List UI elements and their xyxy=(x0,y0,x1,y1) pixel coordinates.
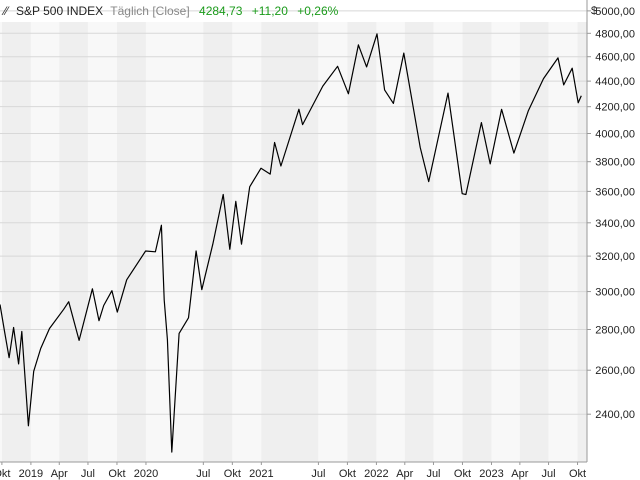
x-tick-label: Jul xyxy=(311,468,325,480)
y-tick-label: 4000,00 xyxy=(595,128,635,140)
y-tick-label: 2400,00 xyxy=(595,409,635,421)
period-band xyxy=(261,22,319,462)
y-tick-label: 4800,00 xyxy=(595,28,635,40)
x-tick-label: Jul xyxy=(196,468,210,480)
period-band xyxy=(376,22,405,462)
y-tick-label: 3200,00 xyxy=(595,251,635,263)
price-series-line xyxy=(0,33,582,453)
x-tick-label: Jul xyxy=(81,468,95,480)
x-tick-label: Jul xyxy=(426,468,440,480)
app-logo-icon: ⁄⁄ xyxy=(1,4,10,18)
change-percent: +0,26% xyxy=(297,4,338,18)
period-bands xyxy=(0,22,587,462)
period-band xyxy=(548,22,578,462)
period-band xyxy=(232,22,262,462)
y-axis-ticks: 2400,00 2600,00 2800,00 3000,00 3200,00 3400,… xyxy=(587,6,635,421)
x-tick-label: 2019 xyxy=(19,468,43,480)
svg-text:S&P 500 INDEX Täglich [C: S&P 500 INDEX Täglich [Close] 4284,73 +1… xyxy=(16,4,339,18)
period-band xyxy=(30,22,60,462)
x-tick-label: Apr xyxy=(51,468,68,480)
y-tick-label: 3000,00 xyxy=(595,287,635,299)
interval-label: Täglich [Close] xyxy=(110,4,189,18)
period-band xyxy=(577,22,587,462)
symbol-name: S&P 500 INDEX xyxy=(16,4,103,18)
period-band xyxy=(203,22,233,462)
y-tick-label: 2800,00 xyxy=(595,324,635,336)
y-tick-label: 4600,00 xyxy=(595,52,635,64)
period-band xyxy=(318,22,348,462)
x-tick-label: 2021 xyxy=(249,468,273,480)
period-band xyxy=(462,22,492,462)
period-band xyxy=(87,22,117,462)
y-tick-label: 3400,00 xyxy=(595,218,635,230)
y-tick-label: 3600,00 xyxy=(595,186,635,198)
change-absolute: +11,20 xyxy=(252,4,288,18)
x-tick-label: Okt xyxy=(569,468,586,480)
period-band xyxy=(433,22,463,462)
period-band xyxy=(59,22,88,462)
period-band xyxy=(491,22,520,462)
x-tick-label: 2023 xyxy=(479,468,503,480)
x-tick-label: Jul xyxy=(542,468,556,480)
x-tick-label: 2022 xyxy=(364,468,388,480)
currency-label: $ xyxy=(591,5,597,17)
period-band xyxy=(116,22,146,462)
header: ⁄⁄ S&P 500 INDEX Täglich [Close] 4284,73… xyxy=(1,4,339,18)
x-tick-label: 2020 xyxy=(134,468,158,480)
period-band xyxy=(0,22,2,462)
y-tick-label: 3800,00 xyxy=(595,157,635,169)
y-tick-label: 5000,00 xyxy=(595,6,635,18)
y-tick-label: 4200,00 xyxy=(595,102,635,114)
x-tick-label: Okt xyxy=(454,468,471,480)
y-tick-label: 2600,00 xyxy=(595,365,635,377)
x-tick-label: Okt xyxy=(339,468,356,480)
y-tick-label: 4400,00 xyxy=(595,76,635,88)
x-axis-ticks: Okt 2019 Apr Jul Okt 2020 Jul Okt 2021 Jul Okt 2022… xyxy=(0,462,586,480)
period-band xyxy=(404,22,434,462)
horizontal-gridlines xyxy=(0,10,587,415)
x-tick-label: Apr xyxy=(511,468,528,480)
x-tick-label: Apr xyxy=(396,468,413,480)
period-band xyxy=(519,22,549,462)
period-band xyxy=(145,22,204,462)
x-tick-label: Okt xyxy=(224,468,241,480)
x-tick-label: Okt xyxy=(108,468,125,480)
period-band xyxy=(347,22,377,462)
x-tick-label: Okt xyxy=(0,468,10,480)
last-price: 4284,73 xyxy=(199,4,243,18)
